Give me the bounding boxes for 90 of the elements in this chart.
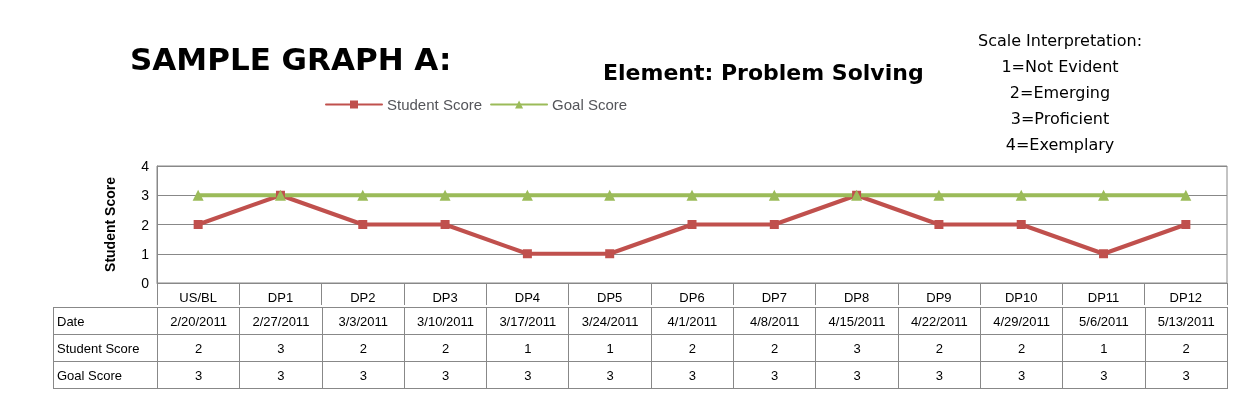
data-label: 2 (1145, 334, 1228, 362)
point (769, 220, 779, 229)
text: Goal Score (57, 367, 123, 383)
data-label: 2 (898, 334, 981, 362)
point (440, 220, 450, 229)
y-tick-label: 3 (141, 187, 150, 204)
point (933, 189, 945, 201)
point (1180, 189, 1192, 201)
point (357, 189, 369, 201)
point (934, 220, 944, 229)
data-label: 3 (1145, 361, 1228, 389)
point (1098, 189, 1110, 201)
chart-subtitle: Element: Problem Solving (603, 59, 924, 85)
text: 2/27/2011 (239, 307, 323, 335)
x-tick-label: DP5 (597, 290, 623, 305)
y-axis-title: Student Score (102, 176, 118, 272)
point (1099, 249, 1109, 259)
chart-title: SAMPLE GRAPH A: (130, 40, 452, 77)
data-label: 1 (568, 334, 652, 362)
data-label: 3 (651, 361, 734, 389)
point (768, 189, 780, 201)
text: 4=Exemplary (1004, 134, 1116, 156)
text: 3/10/2011 (404, 307, 487, 335)
data-label: 3 (815, 361, 899, 389)
x-tick-label: DP10 (1004, 290, 1038, 305)
point (1016, 220, 1026, 229)
legend-label: Goal Score (552, 96, 628, 113)
y-tick-label: 4 (141, 158, 150, 174)
text: 2=Emerging (1008, 82, 1112, 104)
data-label: 3 (898, 361, 981, 389)
text: Student Score (57, 340, 140, 356)
x-tick-label: DP4 (514, 290, 541, 305)
y-tick-label: 1 (141, 245, 150, 262)
point (521, 189, 533, 201)
point (687, 220, 697, 229)
x-tick-label: DP2 (350, 290, 376, 305)
text: 5/6/2011 (1062, 307, 1146, 335)
point (686, 189, 698, 201)
data-label: 3 (486, 361, 569, 389)
text: 4/15/2011 (815, 307, 899, 335)
x-tick-label: DP12 (1169, 290, 1203, 305)
data-label: 2 (733, 334, 816, 362)
x-tick-label: DP7 (761, 290, 787, 305)
data-label: 3 (404, 361, 487, 389)
point (1015, 189, 1027, 201)
data-label: 2 (404, 334, 487, 362)
x-tick-label: DP11 (1087, 290, 1120, 305)
data-label: 3 (322, 361, 405, 389)
text: 3=Proficient (1009, 108, 1111, 130)
data-label: 1 (486, 334, 569, 362)
text: 3/3/2011 (322, 307, 405, 335)
x-tick-label: US/BL (179, 290, 217, 305)
point (605, 249, 615, 259)
text: 4/29/2011 (980, 307, 1063, 335)
x-tick-label: DP9 (926, 290, 952, 305)
text: Date (53, 307, 158, 335)
text: 2/20/2011 (157, 307, 240, 335)
point (522, 249, 532, 259)
x-tick-label: DP3 (432, 290, 458, 305)
legend-label: Student Score (387, 96, 483, 113)
data-label: 1 (1062, 334, 1146, 362)
point (439, 189, 451, 201)
data-label: 2 (980, 334, 1063, 362)
text: Scale Interpretation: (977, 30, 1143, 52)
point (358, 220, 368, 229)
text: 5/13/2011 (1145, 307, 1228, 335)
x-tick-label: DP6 (679, 290, 705, 305)
text: 4/1/2011 (651, 307, 734, 335)
point (604, 189, 616, 201)
data-label: 2 (322, 334, 405, 362)
point (1181, 220, 1191, 229)
text: 3/24/2011 (568, 307, 652, 335)
point (193, 220, 203, 229)
data-label: 3 (733, 361, 816, 389)
point (192, 189, 204, 201)
text: 4/8/2011 (733, 307, 816, 335)
data-label: 3 (1062, 361, 1146, 389)
x-tick-label: DP8 (843, 290, 870, 305)
text: 4/22/2011 (898, 307, 981, 335)
text: 1=Not Evident (1000, 56, 1120, 78)
text: 3/17/2011 (486, 307, 569, 335)
data-label: 2 (651, 334, 734, 362)
data-label: 3 (815, 334, 899, 362)
data-label: 3 (980, 361, 1063, 389)
y-tick-label: 2 (141, 216, 150, 233)
y-tick-label: 0 (141, 275, 150, 291)
data-label: 3 (568, 361, 652, 389)
data-label: 3 (239, 334, 323, 362)
data-label: 3 (239, 361, 323, 389)
x-tick-label: DP1 (267, 290, 294, 305)
